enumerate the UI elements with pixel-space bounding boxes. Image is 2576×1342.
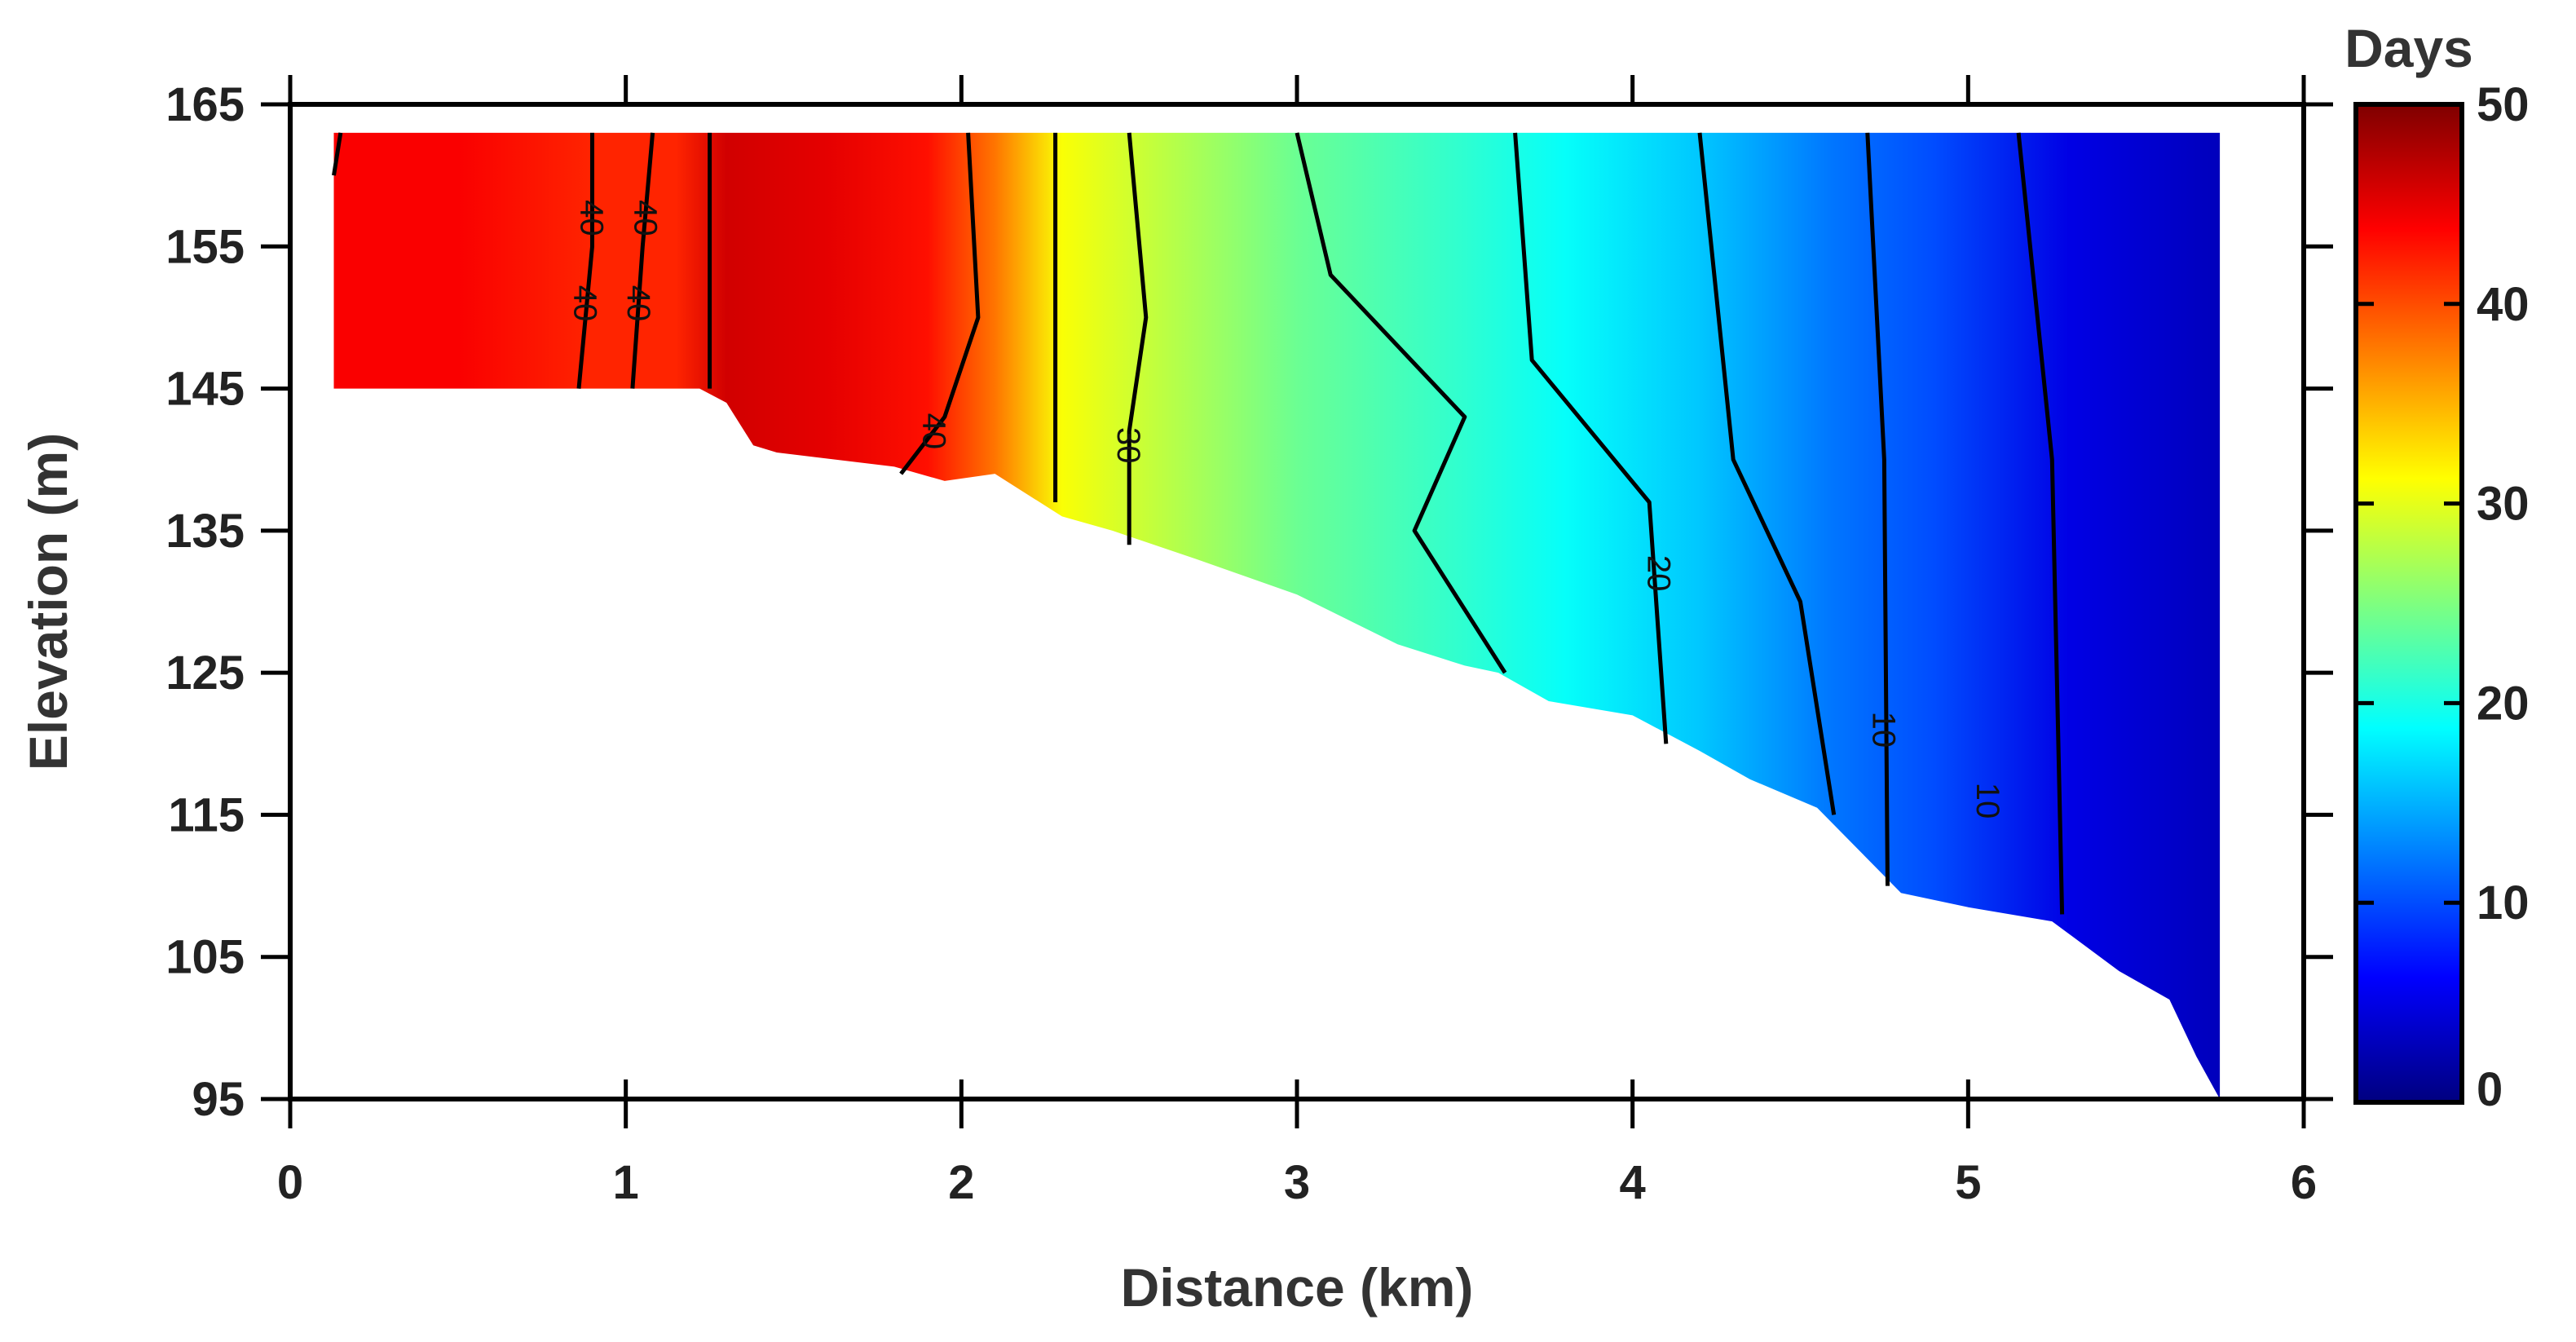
y-tick-label: 115 <box>168 788 245 841</box>
x-axis-label: Distance (km) <box>1121 1257 1474 1318</box>
colorbar-tick-label: 20 <box>2477 677 2530 730</box>
contour-line <box>332 132 343 176</box>
contour-line <box>2016 132 2065 915</box>
contour-label: 40 <box>627 200 663 236</box>
contour-label: 10 <box>1865 712 1901 748</box>
colorbar-ticks: 0 10 20 30 40 50 <box>2356 78 2530 1116</box>
contour-line <box>1295 132 1507 674</box>
x-tick-label: 3 <box>1284 1156 1310 1209</box>
contour-line <box>576 132 594 389</box>
y-tick-label: 145 <box>165 363 245 416</box>
contour-lines <box>332 132 2065 915</box>
y-tick-label: 95 <box>192 1073 245 1126</box>
colorbar-strip <box>2353 102 2464 1105</box>
y-tick-label: 155 <box>165 220 245 273</box>
y-tick-label: 165 <box>165 78 245 131</box>
x-tick-label: 1 <box>613 1156 639 1209</box>
x-tick-label: 6 <box>2291 1156 2317 1209</box>
contour-line <box>1513 132 1669 744</box>
x-tick-label: 5 <box>1955 1156 1981 1209</box>
plot-area: 40 40 40 40 40 30 20 10 10 <box>288 102 2306 1101</box>
y-tick-label: 105 <box>165 931 245 984</box>
contour-line <box>1865 132 1890 886</box>
contour-line <box>1127 132 1149 545</box>
x-tick-label: 0 <box>277 1156 303 1209</box>
contour-label: 40 <box>567 285 602 322</box>
contour-label: 40 <box>620 285 656 322</box>
contour-label: 40 <box>915 413 951 450</box>
heatmap-field <box>333 132 2221 1099</box>
contour-label: 20 <box>1641 555 1677 592</box>
colorbar-tick-label: 30 <box>2477 478 2530 531</box>
y-tick-label: 125 <box>165 647 245 700</box>
colorbar-tick-label: 0 <box>2477 1063 2503 1116</box>
x-tick-label: 2 <box>948 1156 974 1209</box>
contour-label: 30 <box>1110 427 1146 464</box>
x-tick-label: 4 <box>1620 1156 1646 1209</box>
colorbar-tick-label: 50 <box>2477 78 2530 131</box>
x-axis: 0 1 2 3 4 5 6 <box>277 75 2317 1209</box>
contour-line <box>899 132 981 475</box>
colorbar-tick-label: 10 <box>2477 876 2530 929</box>
y-axis: 95 105 115 125 135 145 155 165 <box>165 78 2333 1126</box>
colorbar-label: Days <box>2344 18 2473 78</box>
contour-labels: 40 40 40 40 40 30 20 10 10 <box>567 200 2005 819</box>
contour-label: 10 <box>1969 783 2005 819</box>
contour-line <box>1697 132 1837 815</box>
y-axis-label: Elevation (m) <box>18 433 78 770</box>
contour-label: 40 <box>574 200 610 236</box>
colorbar: 0 10 20 30 40 50 Days <box>2344 18 2529 1116</box>
colorbar-tick-label: 40 <box>2477 278 2530 331</box>
y-tick-label: 135 <box>165 505 245 558</box>
contour-line <box>630 132 655 389</box>
